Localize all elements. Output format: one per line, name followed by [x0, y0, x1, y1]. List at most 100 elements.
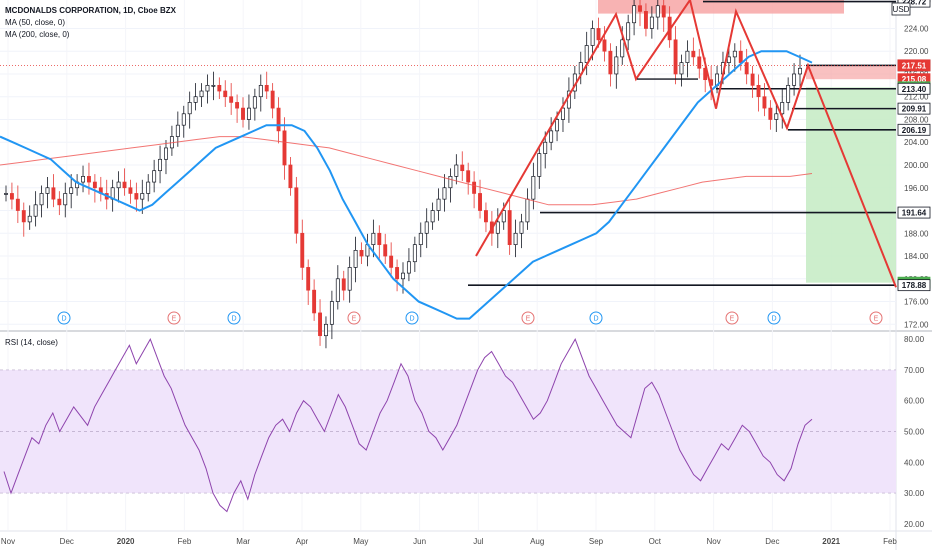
price-tag-label: 209.91: [902, 105, 927, 114]
candle-body: [152, 170, 157, 183]
event-marker-label: D: [231, 316, 236, 323]
candle-body: [436, 198, 441, 211]
candle-body: [774, 113, 779, 120]
ma200-line: [0, 136, 813, 206]
candle-body: [798, 67, 802, 75]
earnings-marker[interactable]: [521, 311, 535, 325]
candle-body: [45, 187, 50, 194]
candle-body: [318, 312, 322, 337]
dividend-marker[interactable]: [57, 311, 71, 325]
candle-body: [543, 141, 548, 154]
price-tag: [897, 82, 931, 95]
candle-body: [312, 289, 317, 314]
currency-badge[interactable]: USD: [891, 2, 911, 16]
date-tick-label: Feb: [883, 537, 897, 546]
event-marker-label: E: [172, 316, 177, 323]
price-tag: [897, 123, 931, 136]
event-marker-label: D: [771, 316, 776, 323]
candle-body: [768, 107, 773, 120]
date-tick-label: Nov: [1, 537, 15, 546]
candle-body: [306, 267, 311, 291]
candle-body: [146, 181, 151, 194]
candle-body: [537, 153, 542, 177]
candle-body: [430, 210, 435, 223]
candle-body: [258, 84, 263, 98]
candle-body: [507, 210, 512, 246]
date-tick-label: 2021: [822, 537, 840, 546]
rsi-tick-label: 50.00: [904, 428, 925, 437]
date-tick-label: Feb: [178, 537, 192, 546]
price-tag: [897, 0, 931, 8]
earnings-marker[interactable]: [167, 311, 181, 325]
dividend-marker[interactable]: [227, 311, 241, 325]
earnings-marker[interactable]: [347, 311, 361, 325]
price-tag-label: 228.72: [902, 0, 927, 7]
candle-body: [211, 84, 216, 87]
price-tick-label: 176.00: [904, 298, 929, 307]
price-tag: [897, 206, 931, 219]
earnings-marker[interactable]: [869, 311, 883, 325]
candle-body: [691, 50, 696, 58]
event-marker-label: E: [352, 316, 357, 323]
candle-body: [282, 130, 287, 166]
candle-body: [63, 193, 68, 206]
candle-body: [27, 215, 32, 223]
candle-body: [596, 28, 601, 41]
rsi-tick-label: 30.00: [904, 489, 925, 498]
candle-body: [288, 164, 293, 189]
candle-body: [187, 102, 192, 115]
price-tag-label: 217.51: [902, 61, 927, 70]
event-marker-label: D: [593, 316, 598, 323]
rsi-tick-label: 40.00: [904, 458, 925, 467]
candle-body: [353, 249, 358, 268]
candle-body: [347, 267, 352, 291]
date-tick-label: 2020: [117, 537, 135, 546]
event-marker-label: E: [730, 316, 735, 323]
candle-body: [164, 147, 168, 160]
candle-body: [205, 84, 210, 92]
candle-body: [175, 124, 180, 137]
candle-body: [329, 301, 334, 325]
candle-body: [324, 323, 328, 337]
candle-body: [395, 267, 400, 280]
candle-body: [626, 22, 631, 41]
harmonic-pattern-line: [475, 0, 897, 288]
date-tick-label: Jul: [473, 537, 483, 546]
date-tick-label: Oct: [649, 537, 662, 546]
candle-body: [762, 96, 767, 109]
price-tick-label: 208.00: [904, 115, 929, 124]
candle-body: [750, 73, 755, 86]
price-tick-label: 204.00: [904, 138, 929, 147]
candle-body: [655, 5, 660, 18]
candle-body: [92, 181, 97, 189]
price-tick-label: 188.00: [904, 229, 929, 238]
candle-body: [33, 204, 38, 217]
candle-body: [501, 210, 506, 223]
candle-body: [697, 56, 702, 69]
candle-body: [300, 232, 305, 268]
candle-body: [21, 210, 26, 223]
candle-body: [335, 278, 340, 302]
dividend-marker[interactable]: [405, 311, 419, 325]
dividend-marker[interactable]: [767, 311, 781, 325]
candle-body: [442, 187, 447, 200]
price-tick-label: 196.00: [904, 184, 929, 193]
candle-body: [229, 96, 234, 103]
candle-body: [792, 73, 797, 86]
dividend-marker[interactable]: [589, 311, 603, 325]
rsi-tick-label: 60.00: [904, 397, 925, 406]
earnings-marker[interactable]: [725, 311, 739, 325]
candle-body: [513, 232, 518, 246]
candle-body: [294, 187, 299, 234]
candle-body: [377, 232, 382, 246]
candle-body: [632, 5, 637, 24]
candle-body: [57, 198, 62, 206]
candle-body: [235, 102, 240, 109]
candle-body: [744, 62, 749, 75]
price-tick-label: 220.00: [904, 47, 929, 56]
price-tag-label: 215.08: [902, 75, 927, 84]
candle-body: [69, 187, 74, 194]
candle-body: [679, 62, 684, 75]
